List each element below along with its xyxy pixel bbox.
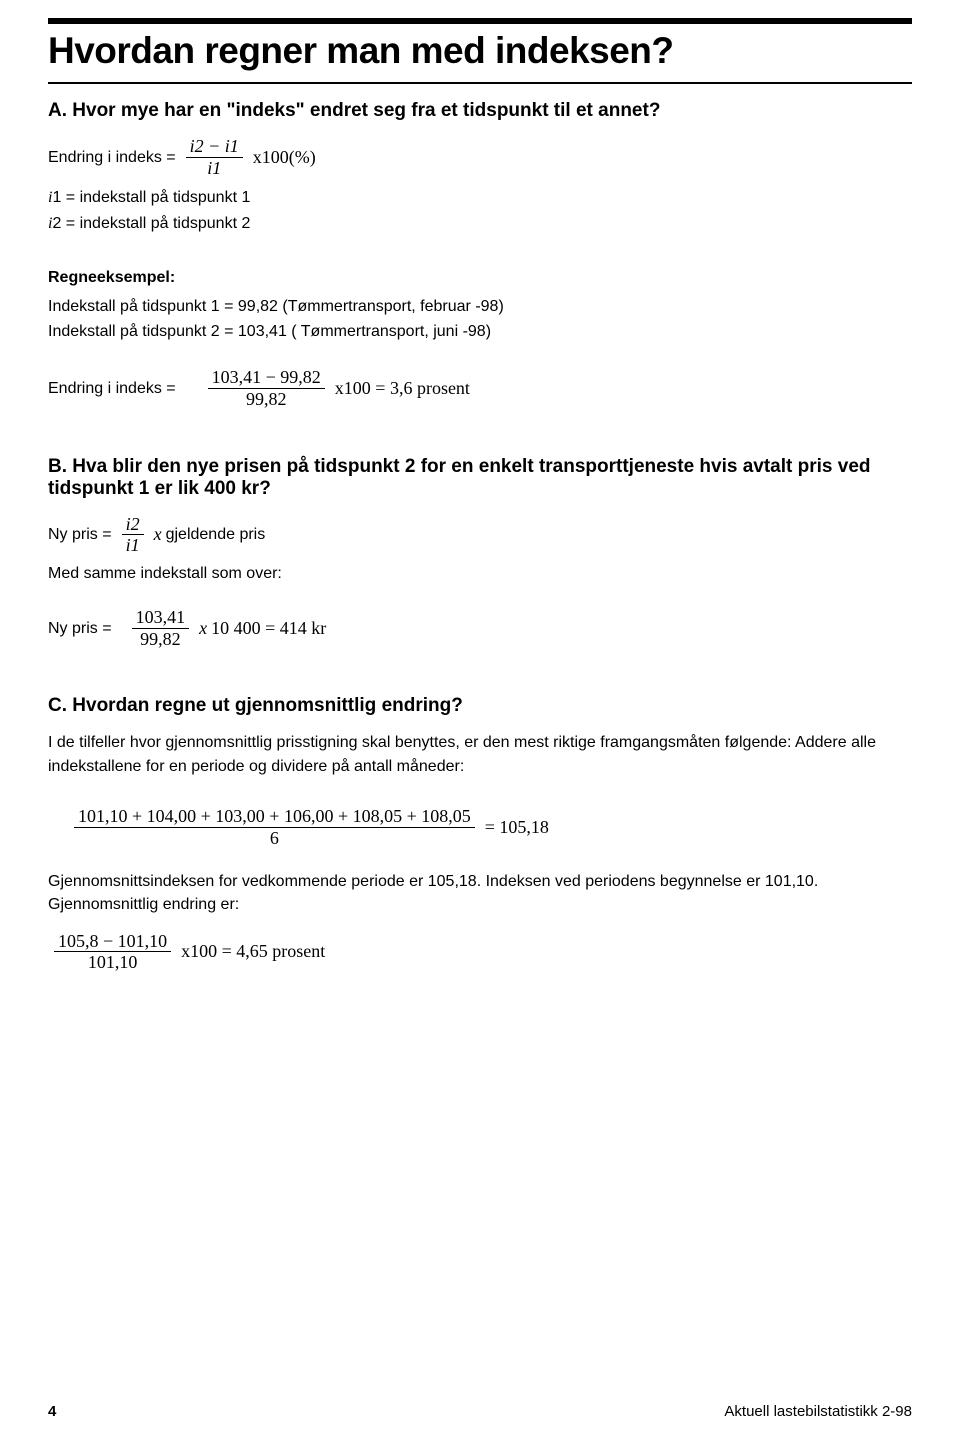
section-c: C. Hvordan regne ut gjennomsnittlig endr… bbox=[48, 695, 912, 973]
fraction: i2 i1 bbox=[122, 514, 144, 556]
section-b-mid: Med samme indekstall som over: bbox=[48, 562, 912, 585]
section-a-formula: Endring i indeks = i2 − i1 i1 x100(%) bbox=[48, 136, 912, 178]
example-line-2: Indekstall på tidspunkt 2 = 103,41 ( Tøm… bbox=[48, 320, 912, 343]
section-a-heading: A. Hvor mye har en "indeks" endret seg f… bbox=[48, 100, 912, 122]
formula-tail-text: gjeldende pris bbox=[166, 523, 266, 546]
rule-top-thick bbox=[48, 18, 912, 24]
section-b: B. Hva blir den nye prisen på tidspunkt … bbox=[48, 456, 912, 650]
publication-ref: Aktuell lastebilstatistikk 2-98 bbox=[724, 1403, 912, 1420]
formula-tail-x: x bbox=[199, 618, 207, 639]
fraction-numerator: i2 bbox=[122, 514, 144, 535]
example-lines: Indekstall på tidspunkt 1 = 99,82 (Tømme… bbox=[48, 295, 912, 343]
fraction: i2 − i1 i1 bbox=[186, 136, 243, 178]
page-footer: 4 Aktuell lastebilstatistikk 2-98 bbox=[48, 1403, 912, 1420]
fraction-denominator: 6 bbox=[266, 828, 283, 849]
fraction: 103,41 99,82 bbox=[132, 607, 190, 649]
section-a-example-formula: Endring i indeks = 103,41 − 99,82 99,82 … bbox=[48, 367, 912, 409]
formula-tail: 10 400 = 414 kr bbox=[211, 618, 326, 639]
section-c-intro: I de tilfeller hvor gjennomsnittlig pris… bbox=[48, 731, 912, 777]
formula-tail-x: x bbox=[154, 524, 162, 545]
fraction: 103,41 − 99,82 99,82 bbox=[208, 367, 325, 409]
example-line-1: Indekstall på tidspunkt 1 = 99,82 (Tømme… bbox=[48, 295, 912, 318]
page-number: 4 bbox=[48, 1403, 56, 1420]
fraction: 101,10 + 104,00 + 103,00 + 106,00 + 108,… bbox=[74, 806, 475, 848]
formula-tail: x100(%) bbox=[253, 147, 316, 168]
formula-lead: Ny pris = bbox=[48, 523, 112, 546]
definition-i2: i2 = indekstall på tidspunkt 2 bbox=[48, 212, 912, 235]
section-a: A. Hvor mye har en "indeks" endret seg f… bbox=[48, 100, 912, 410]
formula-lead: Endring i indeks = bbox=[48, 146, 176, 169]
definition-i1: ii1 = indekstall på tidspunkt 11 = indek… bbox=[48, 186, 912, 209]
section-b-formula-1: Ny pris = i2 i1 x gjeldende pris bbox=[48, 514, 912, 556]
formula-lead: Ny pris = bbox=[48, 617, 112, 640]
rule-under-title bbox=[48, 82, 912, 84]
formula-lead: Endring i indeks = bbox=[48, 377, 176, 400]
section-b-heading: B. Hva blir den nye prisen på tidspunkt … bbox=[48, 456, 888, 500]
page-title: Hvordan regner man med indeksen? bbox=[48, 30, 912, 72]
section-c-heading: C. Hvordan regne ut gjennomsnittlig endr… bbox=[48, 695, 912, 717]
section-b-formula-2: Ny pris = 103,41 99,82 x 10 400 = 414 kr bbox=[48, 607, 912, 649]
fraction-denominator: 99,82 bbox=[242, 389, 291, 410]
fraction-numerator: 105,8 − 101,10 bbox=[54, 931, 171, 952]
fraction: 105,8 − 101,10 101,10 bbox=[54, 931, 171, 973]
fraction-numerator: 103,41 bbox=[132, 607, 190, 628]
fraction-numerator: 101,10 + 104,00 + 103,00 + 106,00 + 108,… bbox=[74, 806, 475, 827]
example-heading: Regneeksempel: bbox=[48, 269, 912, 287]
section-c-formula-2: 105,8 − 101,10 101,10 x100 = 4,65 prosen… bbox=[48, 931, 912, 973]
section-c-formula-1: 101,10 + 104,00 + 103,00 + 106,00 + 108,… bbox=[68, 806, 912, 848]
section-c-mid: Gjennomsnittsindeksen for vedkommende pe… bbox=[48, 870, 912, 916]
fraction-numerator: i2 − i1 bbox=[186, 136, 243, 157]
fraction-denominator: i1 bbox=[203, 158, 225, 179]
section-a-definitions: ii1 = indekstall på tidspunkt 11 = indek… bbox=[48, 186, 912, 234]
formula-tail: = 105,18 bbox=[485, 817, 549, 838]
fraction-denominator: i1 bbox=[122, 535, 144, 556]
fraction-denominator: 101,10 bbox=[84, 952, 142, 973]
fraction-denominator: 99,82 bbox=[136, 629, 185, 650]
fraction-numerator: 103,41 − 99,82 bbox=[208, 367, 325, 388]
formula-tail: x100 = 3,6 prosent bbox=[335, 378, 470, 399]
formula-tail: x100 = 4,65 prosent bbox=[181, 941, 325, 962]
